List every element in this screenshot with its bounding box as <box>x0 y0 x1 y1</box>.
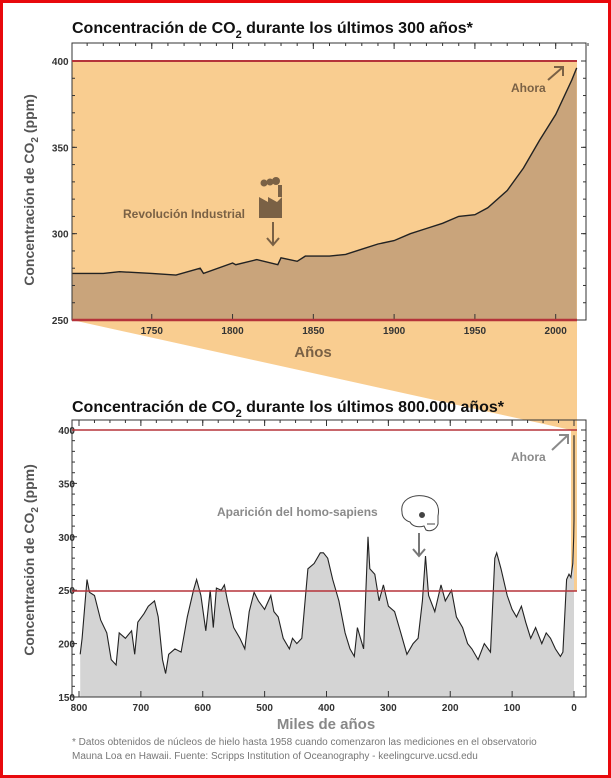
y-tick-label: 150 <box>58 693 75 704</box>
top-chart-title: Concentración de CO2 durante los últimos… <box>72 20 474 41</box>
bottom-x-axis-label: Miles de años <box>277 716 375 733</box>
top-y-axis-label: Concentración de CO2 (ppm) <box>21 94 41 285</box>
arrow-up-right-icon <box>551 434 569 451</box>
bottom-series-line <box>79 435 575 674</box>
y-tick-label: 300 <box>52 230 69 241</box>
x-tick-label: 200 <box>442 703 459 714</box>
ahora-label-top: Ahora <box>511 81 546 95</box>
x-tick-label: 100 <box>504 703 521 714</box>
y-tick-label: 400 <box>52 57 69 68</box>
x-tick-label: 0 <box>571 703 577 714</box>
arrow-down-icon <box>266 222 280 247</box>
ahora-label-bottom: Ahora <box>511 450 546 464</box>
arrow-up-right-icon <box>547 66 564 81</box>
factory-icon <box>259 177 282 218</box>
arrow-down-icon <box>412 533 426 558</box>
skull-icon <box>401 495 439 532</box>
y-tick-label: 200 <box>58 640 75 651</box>
y-tick-label: 250 <box>52 316 69 327</box>
y-tick-label: 350 <box>52 143 69 154</box>
chart-800000-years: 150 200 250 300 350 400 800 700 600 500 400 300 200 1… <box>21 399 587 733</box>
bottom-plot-frame <box>71 419 587 698</box>
x-tick-label: 800 <box>71 703 88 714</box>
homo-sapiens-label: Aparición del homo-sapiens <box>217 505 378 519</box>
top-series-area <box>72 67 577 321</box>
x-tick-label: 400 <box>318 703 335 714</box>
x-tick-label: 1750 <box>141 326 164 337</box>
x-tick-label: 2000 <box>545 326 568 337</box>
revolucion-industrial-label: Revolución Industrial <box>123 207 245 221</box>
bottom-chart-title: Concentración de CO2 durante los últimos… <box>72 399 505 420</box>
x-tick-label: 700 <box>133 703 150 714</box>
y-tick-label: 350 <box>58 479 75 490</box>
y-tick-label: 400 <box>58 426 75 437</box>
zoom-funnel <box>72 320 577 591</box>
top-x-axis-label: Años <box>294 344 332 361</box>
x-tick-label: 1950 <box>464 326 487 337</box>
x-tick-label: 1850 <box>302 326 325 337</box>
chart-300-years: 250 300 350 400 1750 1800 1850 1900 1950 2000 Con… <box>21 20 589 361</box>
bottom-y-axis-label: Concentración de CO2 (ppm) <box>21 464 41 655</box>
x-tick-label: 1900 <box>383 326 406 337</box>
x-tick-label: 600 <box>194 703 211 714</box>
y-tick-label: 300 <box>58 533 75 544</box>
footnote-line-1: * Datos obtenidos de núcleos de hielo ha… <box>72 737 537 748</box>
x-tick-label: 1800 <box>221 326 244 337</box>
footnote-line-2: Mauna Loa en Hawaii. Fuente: Scripps Ins… <box>72 751 478 762</box>
x-tick-label: 500 <box>256 703 273 714</box>
y-tick-label: 250 <box>58 586 75 597</box>
top-series-line <box>72 67 578 276</box>
x-tick-label: 300 <box>380 703 397 714</box>
bottom-series-area <box>80 435 574 697</box>
